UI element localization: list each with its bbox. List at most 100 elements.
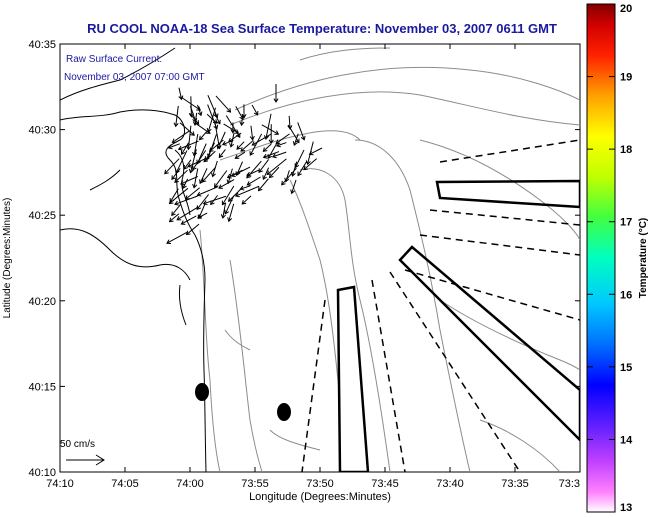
colorbar	[586, 3, 616, 513]
current-vector	[176, 206, 199, 221]
colorbar-tick-label: 19	[620, 72, 632, 84]
x-tick-label: 73:45	[371, 478, 399, 490]
current-vector	[222, 203, 226, 219]
current-vector	[266, 158, 287, 175]
current-vector	[291, 179, 297, 194]
colorbar-tick-label: 20	[620, 3, 632, 15]
current-vector	[251, 104, 259, 116]
x-tick-label: 73:3	[559, 478, 580, 490]
current-vector	[228, 132, 242, 143]
scale-arrow	[66, 454, 105, 466]
current-vector	[171, 168, 181, 180]
current-vector	[180, 96, 201, 111]
x-tick-label: 73:55	[241, 478, 269, 490]
current-vector	[258, 159, 269, 173]
current-vector	[241, 195, 252, 205]
current-vector	[187, 158, 206, 168]
current-vector	[169, 188, 179, 203]
current-vector	[218, 179, 235, 189]
current-vector	[247, 176, 261, 186]
current-vector	[263, 143, 272, 152]
current-vector	[230, 133, 235, 148]
current-vector	[194, 112, 198, 126]
current-vector	[193, 133, 199, 156]
colorbar-tick-label: 13	[620, 502, 632, 514]
current-annotation-line2: November 03, 2007 07:00 GMT	[64, 72, 205, 83]
colorbar-tick-label: 15	[620, 362, 632, 374]
x-tick-label: 73:40	[436, 478, 464, 490]
y-tick-label: 40:20	[28, 296, 56, 308]
current-vector	[240, 139, 254, 152]
scale-label: 50 cm/s	[60, 439, 95, 450]
current-vector	[169, 187, 189, 204]
current-vector	[179, 122, 195, 136]
current-vector	[164, 158, 180, 175]
x-tick-label: 74:00	[176, 478, 204, 490]
transect-lines	[301, 139, 580, 472]
y-axis-label: Latitude (Degrees:Minutes)	[2, 198, 13, 319]
current-vector	[222, 185, 235, 205]
colorbar-tick-label: 18	[620, 144, 632, 156]
current-vector	[178, 140, 199, 150]
current-vector	[297, 161, 308, 176]
current-vector	[175, 150, 188, 174]
current-vector	[222, 139, 234, 145]
current-vector	[297, 122, 305, 140]
current-vector	[182, 178, 189, 189]
current-vector	[175, 105, 179, 127]
x-tick-label: 73:50	[306, 478, 334, 490]
current-vector	[168, 143, 180, 149]
current-vector	[196, 194, 209, 210]
current-vector	[231, 166, 251, 177]
current-vector	[181, 215, 197, 225]
current-vector	[201, 167, 216, 183]
current-vector	[214, 170, 228, 188]
current-vector	[207, 107, 217, 133]
current-vector	[217, 131, 226, 149]
x-tick-label: 74:10	[46, 478, 74, 490]
current-vector	[309, 147, 323, 155]
current-vector	[198, 203, 206, 219]
current-vector	[223, 123, 239, 134]
current-vector	[293, 133, 299, 146]
current-vector	[215, 95, 231, 113]
current-vectors	[164, 84, 323, 245]
current-vector	[203, 195, 227, 205]
colorbar-label: Temperature (°C)	[638, 218, 649, 299]
current-vector	[247, 169, 260, 176]
x-tick-label: 74:05	[111, 478, 139, 490]
current-vector	[172, 130, 190, 143]
current-vector	[174, 169, 188, 183]
y-tick-label: 40:30	[28, 125, 56, 137]
current-vector	[303, 158, 318, 171]
y-tick-label: 40:35	[28, 39, 56, 51]
current-vector	[228, 203, 235, 222]
current-vector	[235, 185, 260, 197]
current-annotation-line1: Raw Surface Current:	[66, 54, 162, 65]
current-vector	[199, 131, 207, 140]
current-vector	[207, 95, 218, 118]
current-vector	[224, 195, 235, 215]
plot-area	[59, 43, 581, 473]
study-boxes	[336, 179, 580, 472]
current-vector	[190, 96, 192, 117]
current-vector	[295, 149, 305, 168]
current-vector	[262, 167, 270, 180]
colorbar-tick-label: 14	[620, 434, 633, 446]
current-vector	[252, 133, 272, 146]
current-vector	[291, 161, 298, 177]
current-vector	[180, 176, 198, 185]
current-vector	[241, 114, 244, 126]
current-vector	[272, 151, 287, 158]
current-vector	[275, 133, 290, 144]
current-vector	[240, 185, 251, 190]
current-vector	[207, 133, 217, 158]
mooring-marker	[195, 383, 209, 401]
current-vector	[281, 167, 297, 186]
current-vector	[171, 204, 181, 216]
current-vector	[227, 169, 243, 178]
x-axis-label: Longitude (Degrees:Minutes)	[249, 491, 391, 503]
y-tick-label: 40:25	[28, 210, 56, 222]
x-tick-label: 73:35	[501, 478, 529, 490]
